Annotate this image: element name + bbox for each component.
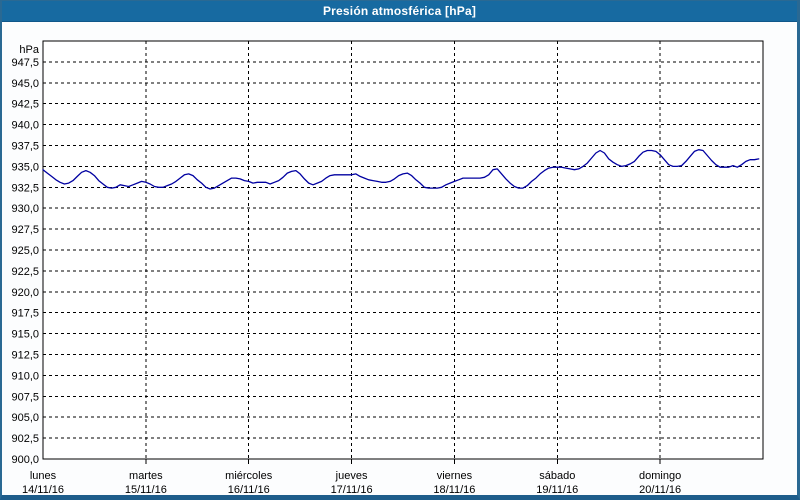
pressure-chart: 947,5 945,0 942,5 940,0 937,5 935,0 932,5 930,0… xyxy=(11,40,764,495)
x-gridlines xyxy=(145,41,661,459)
y-axis-unit-label: hPa xyxy=(19,44,39,56)
svg-text:902,5: 902,5 xyxy=(11,433,39,445)
svg-text:937,5: 937,5 xyxy=(11,141,39,153)
svg-text:martes: martes xyxy=(129,470,163,482)
pressure-line xyxy=(42,149,760,190)
svg-text:940,0: 940,0 xyxy=(11,120,39,132)
svg-text:935,0: 935,0 xyxy=(11,161,39,173)
chart-area: 947,5 945,0 942,5 940,0 937,5 935,0 932,5 930,0… xyxy=(2,22,797,495)
svg-text:900,0: 900,0 xyxy=(11,454,39,466)
y-axis-labels: 947,5 945,0 942,5 940,0 937,5 935,0 932,5 930,0… xyxy=(11,57,39,466)
svg-text:18/11/16: 18/11/16 xyxy=(433,484,475,495)
x-axis-labels: lunes 14/11/16 martes 15/11/16 miércoles 16/1… xyxy=(22,470,681,495)
svg-text:945,0: 945,0 xyxy=(11,78,39,90)
svg-text:jueves: jueves xyxy=(335,470,368,482)
svg-text:930,0: 930,0 xyxy=(11,203,39,215)
svg-text:19/11/16: 19/11/16 xyxy=(536,484,578,495)
svg-text:17/11/16: 17/11/16 xyxy=(331,484,373,495)
svg-text:907,5: 907,5 xyxy=(11,391,39,403)
svg-text:miércoles: miércoles xyxy=(225,470,273,482)
svg-text:15/11/16: 15/11/16 xyxy=(125,484,167,495)
svg-text:922,5: 922,5 xyxy=(11,266,39,278)
svg-text:925,0: 925,0 xyxy=(11,245,39,257)
window-title: Presión atmosférica [hPa] xyxy=(322,4,477,18)
svg-text:912,5: 912,5 xyxy=(11,350,39,362)
svg-text:lunes: lunes xyxy=(30,470,57,482)
svg-text:942,5: 942,5 xyxy=(11,99,39,111)
svg-text:domingo: domingo xyxy=(639,470,681,482)
svg-text:905,0: 905,0 xyxy=(11,412,39,424)
svg-text:947,5: 947,5 xyxy=(11,57,39,69)
svg-text:932,5: 932,5 xyxy=(11,182,39,194)
window-titlebar[interactable]: Presión atmosférica [hPa] xyxy=(2,1,797,22)
svg-text:910,0: 910,0 xyxy=(11,370,39,382)
svg-text:16/11/16: 16/11/16 xyxy=(228,484,270,495)
svg-text:915,0: 915,0 xyxy=(11,329,39,341)
svg-text:viernes: viernes xyxy=(437,470,473,482)
svg-text:sábado: sábado xyxy=(539,470,575,482)
x-axis-ticks xyxy=(145,459,661,464)
svg-text:917,5: 917,5 xyxy=(11,308,39,320)
svg-text:14/11/16: 14/11/16 xyxy=(22,484,64,495)
svg-text:920,0: 920,0 xyxy=(11,287,39,299)
svg-text:20/11/16: 20/11/16 xyxy=(639,484,681,495)
svg-text:927,5: 927,5 xyxy=(11,224,39,236)
y-gridlines xyxy=(43,61,763,439)
